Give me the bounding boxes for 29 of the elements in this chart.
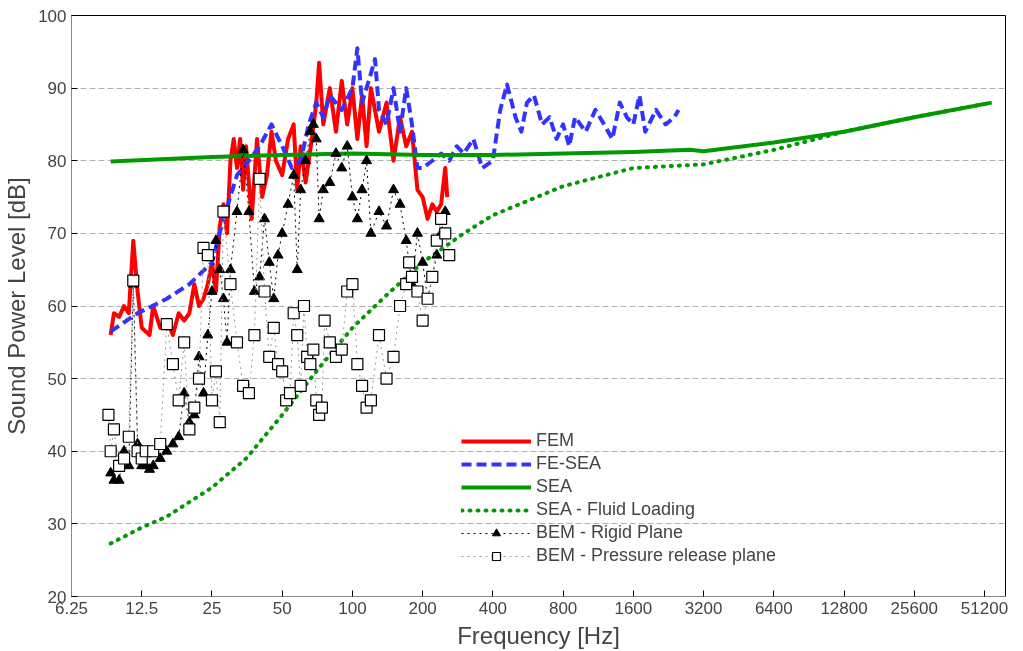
x-tick-label: 400 [478, 598, 508, 618]
x-tick-label: 25 [202, 598, 222, 618]
x-tick-label: 3200 [684, 598, 723, 618]
y-tick-label: 100 [38, 6, 67, 26]
y-tick-label: 90 [47, 79, 67, 99]
x-tick-label: 100 [338, 598, 367, 618]
legend-label: BEM - Rigid Plane [536, 522, 684, 543]
x-tick-label: 200 [408, 598, 437, 618]
x-tick-label: 50 [272, 598, 292, 618]
x-tick-label: 51200 [960, 598, 1009, 618]
x-tick-label: 6400 [754, 598, 793, 618]
y-tick-label: 80 [47, 151, 67, 171]
legend-label: FE-SEA [536, 453, 602, 474]
y-tick-label: 70 [47, 224, 67, 244]
y-tick-label: 40 [47, 442, 67, 462]
y-tick-label: 50 [47, 369, 67, 389]
x-tick-label: 25600 [890, 598, 938, 618]
legend-label: BEM - Pressure release plane [536, 545, 777, 566]
x-tick-label: 12.5 [125, 598, 159, 618]
y-axis-title: Sound Power Level [dB] [3, 177, 31, 435]
x-tick-label: 1600 [614, 598, 653, 618]
y-tick-label: 30 [47, 514, 67, 534]
x-tick-label: 12800 [820, 598, 868, 618]
legend-label: SEA [536, 476, 573, 497]
x-tick-label: 800 [548, 598, 578, 618]
legend-label: FEM [536, 430, 574, 451]
x-axis-title: Frequency [Hz] [457, 621, 620, 649]
y-tick-label: 60 [47, 297, 67, 316]
legend-label: SEA - Fluid Loading [536, 499, 696, 520]
